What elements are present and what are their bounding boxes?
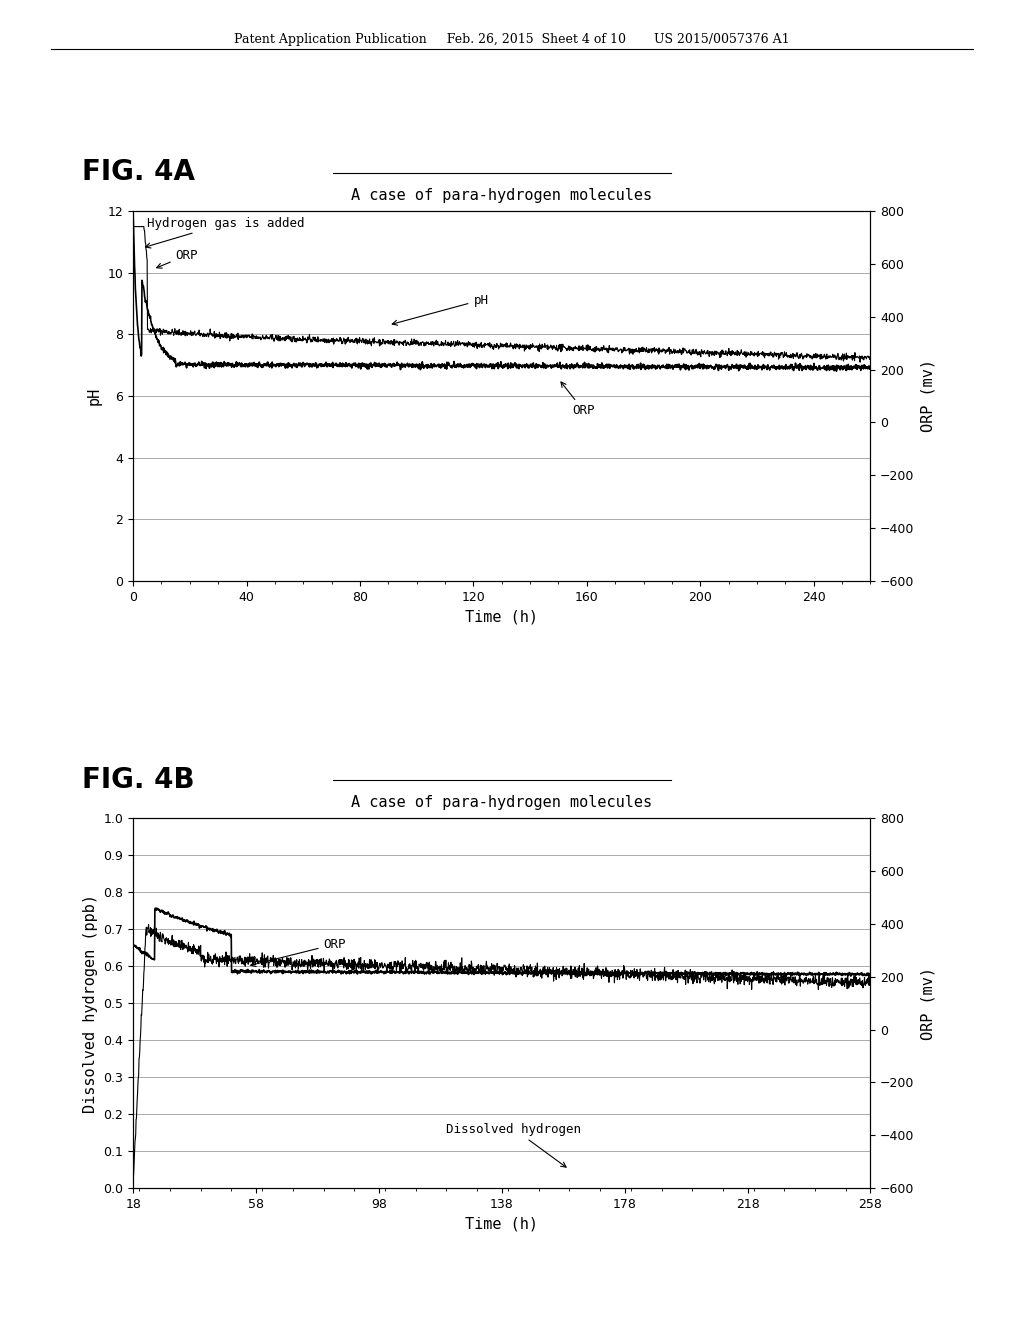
Y-axis label: ORP (mv): ORP (mv) <box>920 359 935 433</box>
Y-axis label: pH: pH <box>87 387 102 405</box>
X-axis label: Time (h): Time (h) <box>465 1216 539 1232</box>
Text: FIG. 4A: FIG. 4A <box>82 158 195 186</box>
Text: ORP: ORP <box>561 381 595 417</box>
Text: ORP: ORP <box>157 248 199 268</box>
Y-axis label: Dissolved hydrogen (ppb): Dissolved hydrogen (ppb) <box>83 894 98 1113</box>
X-axis label: Time (h): Time (h) <box>465 609 539 624</box>
Text: FIG. 4B: FIG. 4B <box>82 766 195 793</box>
Text: ORP: ORP <box>251 937 346 966</box>
Title: A case of para-hydrogen molecules: A case of para-hydrogen molecules <box>351 187 652 203</box>
Title: A case of para-hydrogen molecules: A case of para-hydrogen molecules <box>351 795 652 810</box>
Text: Patent Application Publication     Feb. 26, 2015  Sheet 4 of 10       US 2015/00: Patent Application Publication Feb. 26, … <box>234 33 790 46</box>
Text: Dissolved hydrogen: Dissolved hydrogen <box>446 1122 582 1167</box>
Text: pH: pH <box>392 293 488 325</box>
Text: Hydrogen gas is added: Hydrogen gas is added <box>145 216 305 248</box>
Y-axis label: ORP (mv): ORP (mv) <box>920 966 935 1040</box>
